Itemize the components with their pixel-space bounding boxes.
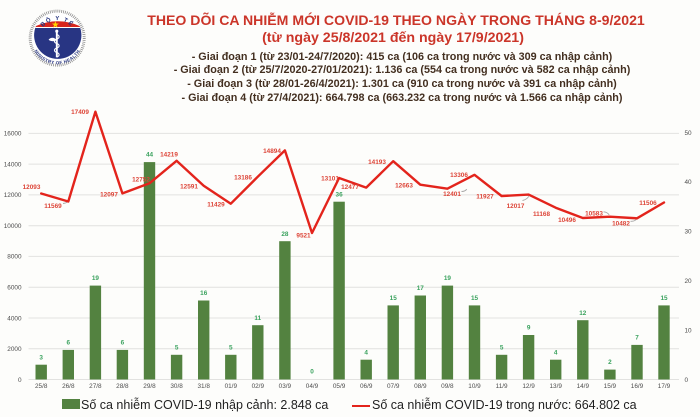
svg-text:4: 4 (364, 349, 368, 356)
svg-text:8000: 8000 (7, 254, 22, 261)
svg-text:02/9: 02/9 (252, 383, 265, 390)
svg-text:16000: 16000 (4, 131, 22, 138)
svg-text:10/9: 10/9 (468, 383, 481, 390)
svg-text:36: 36 (336, 191, 344, 198)
svg-text:4: 4 (554, 349, 558, 356)
svg-text:5: 5 (500, 344, 504, 351)
svg-text:40: 40 (685, 179, 693, 186)
svg-text:30: 30 (685, 229, 693, 236)
svg-text:17409: 17409 (71, 109, 89, 116)
svg-text:10: 10 (685, 327, 693, 334)
svg-text:28/8: 28/8 (116, 383, 129, 390)
svg-text:15: 15 (660, 295, 668, 302)
svg-text:15: 15 (471, 295, 479, 302)
svg-text:19: 19 (444, 275, 452, 282)
svg-text:0: 0 (685, 377, 689, 384)
svg-text:0: 0 (18, 377, 22, 384)
svg-text:01/9: 01/9 (225, 383, 238, 390)
svg-text:16/9: 16/9 (631, 383, 644, 390)
svg-text:19: 19 (92, 275, 100, 282)
svg-text:11: 11 (254, 315, 261, 322)
svg-text:10482: 10482 (612, 220, 630, 227)
svg-text:10583: 10583 (585, 210, 603, 217)
svg-text:13306: 13306 (450, 172, 468, 179)
svg-text:11168: 11168 (533, 211, 551, 218)
svg-text:26/8: 26/8 (62, 383, 75, 390)
svg-text:44: 44 (146, 152, 154, 159)
svg-text:17/9: 17/9 (658, 383, 671, 390)
svg-text:6000: 6000 (7, 285, 22, 292)
svg-text:16: 16 (200, 290, 208, 297)
svg-text:6: 6 (121, 340, 125, 347)
svg-text:13101: 13101 (321, 175, 339, 182)
svg-text:2000: 2000 (7, 346, 22, 353)
svg-text:30/8: 30/8 (170, 383, 183, 390)
svg-text:12097: 12097 (100, 191, 118, 198)
svg-text:27/8: 27/8 (89, 383, 102, 390)
svg-text:28: 28 (281, 231, 289, 238)
svg-text:5: 5 (229, 344, 233, 351)
svg-text:11/9: 11/9 (496, 383, 508, 390)
svg-text:12/9: 12/9 (522, 383, 535, 390)
svg-text:12401: 12401 (443, 191, 461, 198)
svg-text:9521: 9521 (296, 232, 311, 239)
svg-text:14/9: 14/9 (577, 383, 590, 390)
svg-text:6: 6 (67, 340, 71, 347)
svg-text:17: 17 (417, 285, 425, 292)
svg-text:06/9: 06/9 (360, 383, 373, 390)
svg-text:5: 5 (175, 344, 179, 351)
svg-text:08/9: 08/9 (414, 383, 427, 390)
svg-text:31/8: 31/8 (197, 383, 210, 390)
svg-text:13/9: 13/9 (549, 383, 562, 390)
svg-text:04/9: 04/9 (306, 383, 319, 390)
svg-text:10000: 10000 (4, 223, 22, 230)
svg-text:9: 9 (527, 325, 531, 332)
svg-text:7: 7 (635, 335, 639, 342)
svg-text:13186: 13186 (234, 174, 252, 181)
svg-text:0: 0 (310, 369, 314, 376)
svg-text:14894: 14894 (263, 148, 281, 155)
svg-text:2: 2 (608, 359, 612, 366)
svg-text:12752: 12752 (132, 176, 150, 183)
svg-text:25/8: 25/8 (35, 383, 48, 390)
svg-text:12477: 12477 (341, 184, 359, 191)
svg-text:12000: 12000 (4, 192, 22, 199)
svg-text:11569: 11569 (44, 203, 62, 210)
svg-text:14000: 14000 (4, 161, 22, 168)
svg-text:4000: 4000 (7, 315, 22, 322)
svg-text:14219: 14219 (160, 151, 178, 158)
svg-text:11506: 11506 (639, 200, 657, 207)
svg-text:11927: 11927 (476, 193, 494, 200)
svg-text:12663: 12663 (395, 182, 413, 189)
svg-text:07/9: 07/9 (387, 383, 400, 390)
svg-text:12: 12 (579, 310, 587, 317)
svg-text:50: 50 (685, 130, 693, 137)
svg-text:15/9: 15/9 (604, 383, 617, 390)
svg-text:09/8: 09/8 (441, 383, 454, 390)
svg-text:11429: 11429 (207, 202, 225, 209)
svg-text:14193: 14193 (368, 159, 386, 166)
svg-text:12093: 12093 (23, 184, 41, 191)
svg-text:20: 20 (685, 278, 693, 285)
svg-text:12017: 12017 (507, 203, 525, 210)
svg-text:3: 3 (39, 354, 43, 361)
svg-text:12591: 12591 (180, 183, 198, 190)
svg-text:05/9: 05/9 (333, 383, 346, 390)
svg-text:29/8: 29/8 (143, 383, 156, 390)
svg-text:15: 15 (390, 295, 398, 302)
svg-text:10496: 10496 (558, 217, 576, 224)
svg-text:03/9: 03/9 (279, 383, 292, 390)
